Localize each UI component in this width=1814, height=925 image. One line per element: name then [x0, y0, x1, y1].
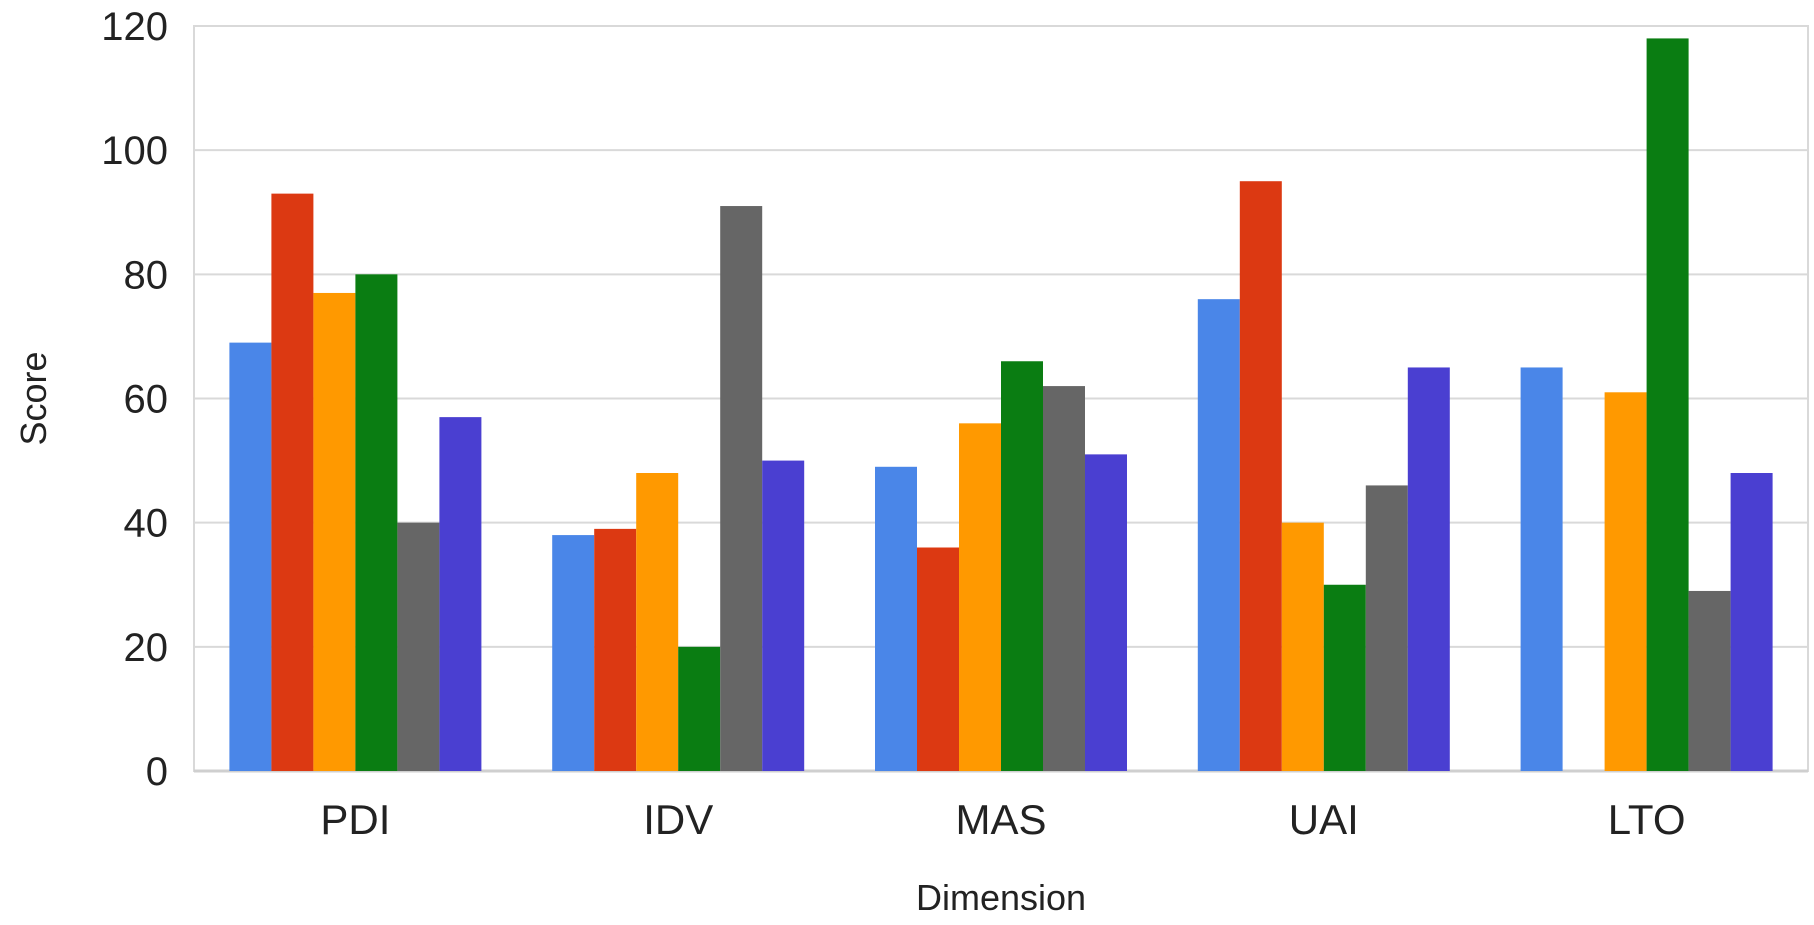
bar: [636, 473, 679, 771]
y-tick-label: 120: [101, 5, 168, 49]
bar: [1730, 473, 1773, 771]
x-axis-ticks: PDI IDV MAS UAI LTO: [320, 796, 1685, 843]
bar: [439, 417, 482, 771]
bars: [229, 38, 1773, 772]
y-tick-label: 60: [124, 378, 169, 422]
bar: [1407, 367, 1450, 771]
y-tick-label: 80: [124, 253, 169, 297]
bar: [313, 292, 356, 771]
bar: [552, 535, 595, 771]
x-tick-label: IDV: [643, 796, 713, 843]
bar: [1365, 485, 1408, 771]
bar: [917, 547, 959, 771]
bar: [762, 460, 805, 771]
x-axis-title: Dimension: [916, 877, 1086, 918]
x-tick-label: LTO: [1608, 796, 1686, 843]
y-axis-title: Score: [13, 351, 54, 445]
bar: [1646, 38, 1689, 771]
bar: [1001, 361, 1043, 771]
y-tick-label: 100: [101, 129, 168, 173]
x-tick-label: PDI: [320, 796, 390, 843]
bar: [1604, 392, 1647, 771]
bar: [875, 466, 917, 771]
bar: [1085, 454, 1127, 771]
bar: [1323, 584, 1366, 771]
bar: [1520, 367, 1563, 771]
y-axis-ticks: 0 20 40 60 80 100 120: [101, 5, 168, 794]
bar: [1043, 386, 1085, 771]
bar: [1688, 590, 1731, 771]
bar: [229, 342, 272, 771]
y-tick-label: 40: [124, 502, 169, 546]
bar: [1281, 522, 1324, 771]
bar: [594, 528, 637, 771]
y-tick-label: 20: [124, 626, 169, 670]
bar: [271, 193, 314, 771]
bar: [1239, 181, 1282, 772]
bar: [1197, 299, 1240, 771]
bar: [355, 274, 398, 771]
x-tick-label: MAS: [955, 796, 1046, 843]
bar: [959, 423, 1001, 771]
bar: [720, 206, 763, 771]
x-tick-label: UAI: [1289, 796, 1359, 843]
bar: [678, 646, 721, 771]
y-tick-label: 0: [146, 750, 168, 794]
bar: [397, 522, 440, 771]
